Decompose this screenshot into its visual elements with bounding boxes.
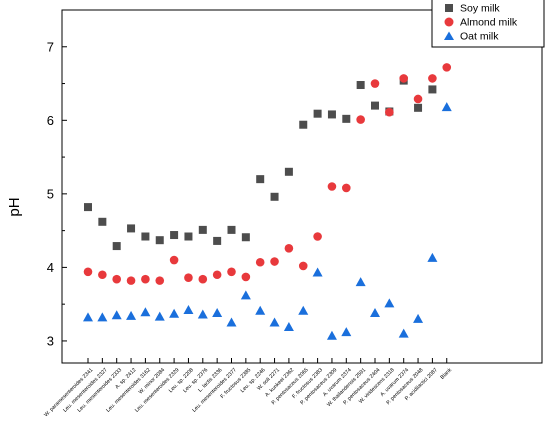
point-soy-milk-24 [428, 85, 437, 94]
point-almond-milk-15 [298, 261, 308, 271]
point-soy-milk-19 [356, 81, 365, 90]
point-almond-milk-0 [83, 267, 93, 277]
point-almond-milk-4 [141, 274, 150, 284]
point-oat-milk-24 [427, 252, 438, 262]
point-oat-milk-8 [197, 309, 208, 319]
point-oat-milk-19 [355, 277, 366, 287]
plot-frame [61, 9, 543, 364]
point-soy-milk-13 [270, 192, 279, 201]
point-soy-milk-14 [284, 167, 293, 176]
point-almond-milk-23 [413, 94, 423, 104]
series-almond-milk [83, 63, 452, 285]
point-oat-milk-14 [283, 321, 294, 331]
point-almond-milk-8 [198, 274, 208, 284]
legend-label-almond-milk: Almond milk [460, 17, 518, 29]
point-soy-milk-18 [342, 114, 351, 123]
point-soy-milk-23 [414, 103, 423, 112]
point-oat-milk-25 [441, 102, 452, 112]
point-oat-milk-21 [384, 298, 395, 308]
point-almond-milk-17 [327, 182, 337, 191]
point-almond-milk-25 [442, 63, 452, 72]
point-oat-milk-11 [240, 290, 251, 300]
point-oat-milk-1 [97, 312, 108, 322]
y-axis-label: pH [6, 197, 23, 216]
point-oat-milk-12 [255, 305, 266, 315]
point-soy-milk-12 [256, 175, 265, 184]
point-almond-milk-6 [169, 255, 179, 265]
point-almond-milk-5 [155, 276, 165, 285]
point-almond-milk-1 [98, 270, 107, 280]
point-soy-milk-5 [155, 236, 164, 245]
legend-label-oat-milk: Oat milk [460, 31, 499, 43]
point-oat-milk-9 [212, 307, 223, 317]
point-oat-milk-18 [341, 327, 352, 337]
point-soy-milk-20 [371, 101, 379, 110]
point-oat-milk-7 [183, 305, 194, 315]
point-almond-milk-10 [227, 267, 236, 277]
point-almond-milk-20 [370, 79, 380, 88]
point-oat-milk-17 [326, 330, 337, 340]
y-axis: 3 4 5 6 7 [47, 39, 67, 348]
point-oat-milk-13 [269, 317, 280, 327]
point-soy-milk-10 [227, 225, 236, 234]
point-oat-milk-5 [154, 311, 165, 321]
legend-marker-soy-milk [445, 4, 453, 12]
y-tick-label-6: 6 [47, 113, 54, 128]
legend-marker-oat-milk [444, 31, 454, 40]
point-soy-milk-11 [241, 233, 250, 242]
y-tick-label-5: 5 [47, 186, 54, 201]
point-almond-milk-12 [255, 257, 265, 267]
point-almond-milk-18 [342, 183, 351, 193]
y-tick-label-4: 4 [47, 260, 54, 275]
point-almond-milk-11 [241, 272, 251, 282]
point-almond-milk-3 [126, 276, 136, 285]
y-tick-label-3: 3 [47, 333, 54, 348]
point-soy-milk-8 [198, 225, 207, 234]
point-oat-milk-3 [126, 310, 137, 320]
point-almond-milk-14 [284, 243, 294, 253]
point-soy-milk-9 [213, 236, 222, 245]
point-almond-milk-24 [428, 74, 437, 83]
point-oat-milk-2 [111, 310, 122, 320]
point-almond-milk-13 [270, 257, 279, 266]
point-almond-milk-22 [399, 74, 409, 83]
series-soy-milk [84, 33, 451, 251]
point-oat-milk-16 [312, 267, 323, 277]
legend-marker-almond-milk [444, 17, 454, 27]
data-points [83, 33, 452, 340]
point-almond-milk-9 [212, 270, 222, 280]
point-soy-milk-16 [313, 109, 322, 118]
point-soy-milk-7 [184, 232, 193, 241]
point-soy-milk-15 [299, 120, 308, 129]
point-oat-milk-4 [140, 307, 151, 317]
point-almond-milk-2 [112, 274, 121, 284]
series-oat-milk [83, 102, 452, 340]
point-soy-milk-0 [84, 203, 92, 212]
y-tick-label-7: 7 [47, 39, 54, 54]
point-almond-milk-19 [356, 115, 365, 124]
point-almond-milk-7 [184, 273, 193, 282]
point-soy-milk-17 [327, 110, 336, 119]
legend-label-soy-milk: Soy milk [460, 3, 500, 15]
point-almond-milk-21 [385, 107, 394, 117]
point-soy-milk-3 [127, 224, 136, 233]
point-soy-milk-4 [141, 232, 150, 241]
point-oat-milk-6 [169, 308, 180, 318]
point-oat-milk-0 [83, 312, 93, 322]
point-oat-milk-10 [226, 317, 237, 327]
legend: Soy milk Almond milk Oat milk [431, 0, 545, 48]
point-almond-milk-16 [313, 232, 322, 241]
point-oat-milk-23 [413, 313, 424, 323]
point-soy-milk-6 [170, 231, 179, 240]
point-oat-milk-15 [298, 305, 309, 315]
point-oat-milk-20 [370, 307, 380, 317]
x-tick-label-blank: Blank [440, 367, 454, 381]
point-soy-milk-1 [98, 217, 107, 226]
point-soy-milk-2 [112, 242, 121, 251]
point-oat-milk-22 [398, 328, 409, 338]
